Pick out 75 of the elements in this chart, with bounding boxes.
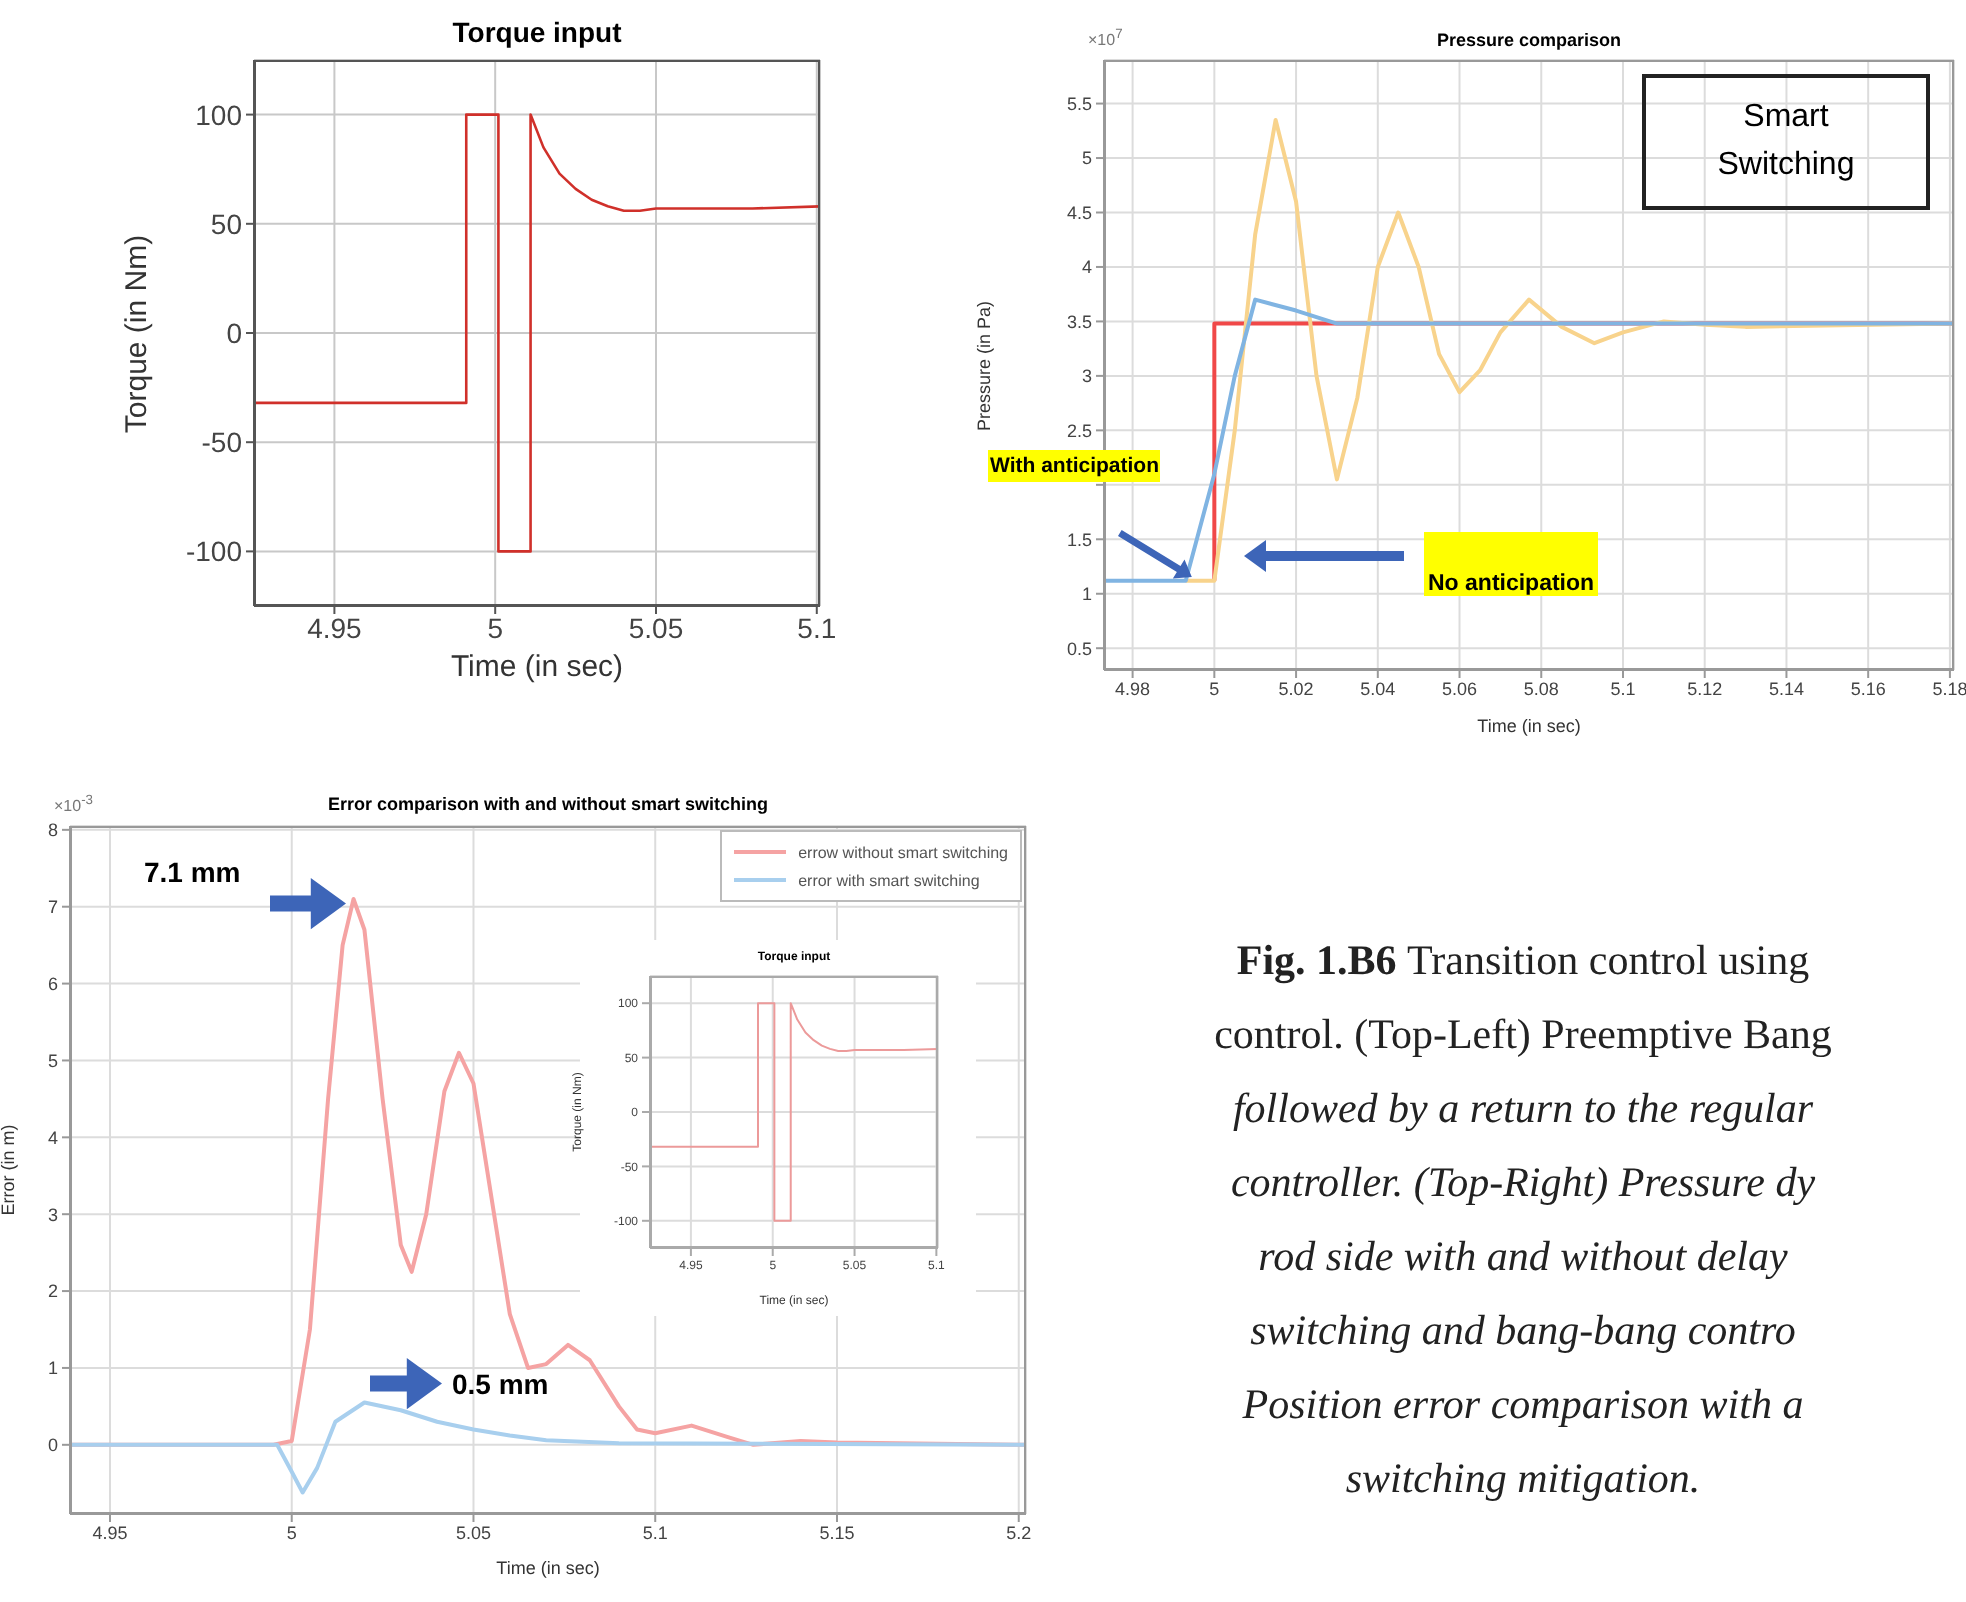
text: Transition control using [1407, 936, 1810, 984]
y-tick-label: 2 [47, 1281, 58, 1302]
annotation: With anticipation [988, 450, 1161, 482]
y-tick-label: 3.5 [1066, 311, 1092, 332]
legend-label: error with smart switching [796, 869, 982, 894]
x-tick-label: 5.04 [1360, 678, 1396, 699]
x-tick-label: 4.95 [92, 1522, 128, 1543]
y-axis-title: Torque (in Nm) [119, 233, 155, 433]
y-tick-label: 0.5 [1066, 638, 1092, 659]
y-tick-label: 6 [47, 973, 58, 994]
y-tick-label: 4 [1081, 257, 1092, 278]
text: Position error comparison with a [1240, 1378, 1806, 1432]
text: ×10$^{7}$ [1088, 28, 1123, 50]
line-series [650, 1002, 938, 1222]
x-tick-label: 5.02 [1278, 678, 1314, 699]
x-axis-title: Time (in sec) [494, 1558, 602, 1580]
line-series [254, 113, 820, 553]
y-tick-label: 1 [47, 1358, 58, 1379]
annotation: 0.5 mm [452, 1368, 549, 1400]
y-tick-label: 0 [47, 1435, 58, 1456]
x-tick-label: 4.98 [1115, 678, 1151, 699]
y-tick-label: 3 [1081, 366, 1092, 387]
x-tick-label: 4.95 [307, 611, 363, 644]
x-tick-label: 5.1 [1610, 678, 1636, 699]
x-tick-label: 5.12 [1687, 678, 1723, 699]
y-tick-label: -50 [201, 426, 243, 459]
x-tick-label: 5.16 [1850, 678, 1886, 699]
x-axis-title: Time (in sec) [1475, 716, 1583, 738]
x-tick-label: 5.08 [1523, 678, 1559, 699]
y-tick-label: 4.5 [1066, 202, 1092, 223]
annotation: No anticipation [1424, 532, 1599, 596]
x-tick-label: 5 [487, 611, 504, 644]
y-tick-label: 1 [1081, 584, 1092, 605]
annotation: 7.1 mm [144, 856, 241, 888]
text: ×10$^{-3}$ [54, 794, 93, 816]
y-axis-title: Error (in m) [0, 1124, 20, 1216]
chart-title: Pressure comparison [1436, 30, 1622, 50]
y-tick-label: 1.5 [1066, 529, 1092, 550]
x-tick-label: 5.1 [797, 611, 837, 644]
x-axis-title: Time (in sec) [448, 650, 626, 685]
y-tick-label: 5.5 [1066, 93, 1092, 114]
y-axis-title: Pressure (in Pa) [973, 299, 996, 431]
x-tick-label: 5.1 [642, 1522, 668, 1543]
x-tick-label: 5.05 [455, 1522, 492, 1543]
text: controller. (Top-Right) Pressure dy [1228, 1156, 1818, 1210]
annotation: Smart Switching [1715, 98, 1857, 186]
x-tick-label: 5.18 [1932, 678, 1966, 699]
y-tick-label: 3 [47, 1204, 58, 1225]
text: switching mitigation. [1343, 1452, 1703, 1506]
text: rod side with and without delay [1256, 1230, 1790, 1284]
y-tick-label: -100 [185, 535, 243, 568]
x-tick-label: 5.06 [1442, 678, 1478, 699]
x-tick-label: 5 [1209, 678, 1220, 699]
y-tick-label: 2.5 [1066, 420, 1092, 441]
x-tick-label: 5.2 [1006, 1522, 1032, 1543]
x-tick-label: 5 [286, 1522, 297, 1543]
x-tick-label: 5.15 [819, 1522, 855, 1543]
text: followed by a return to the regular [1230, 1082, 1816, 1136]
x-tick-label: 5.05 [628, 611, 684, 644]
y-tick-label: 5 [1081, 148, 1092, 169]
y-tick-label: 7 [47, 897, 58, 918]
text: Fig. 1.B6 [1236, 936, 1399, 984]
text: switching and bang-bang contro [1248, 1304, 1798, 1358]
y-tick-label: 8 [47, 820, 58, 841]
x-tick-label: 5.14 [1768, 678, 1804, 699]
legend-label: errow without smart switching [796, 841, 1008, 866]
y-tick-label: 4 [47, 1127, 58, 1148]
line-series [70, 1400, 1026, 1495]
y-tick-label: 5 [47, 1050, 58, 1071]
y-tick-label: 100 [195, 98, 243, 131]
y-tick-label: 50 [210, 207, 243, 240]
text: control. (Top-Left) Preemptive Bang [1212, 1008, 1834, 1062]
chart-title: Error comparison with and without smart switching [327, 794, 769, 814]
y-tick-label: 0 [226, 316, 243, 349]
chart-title: Torque input [450, 16, 624, 48]
